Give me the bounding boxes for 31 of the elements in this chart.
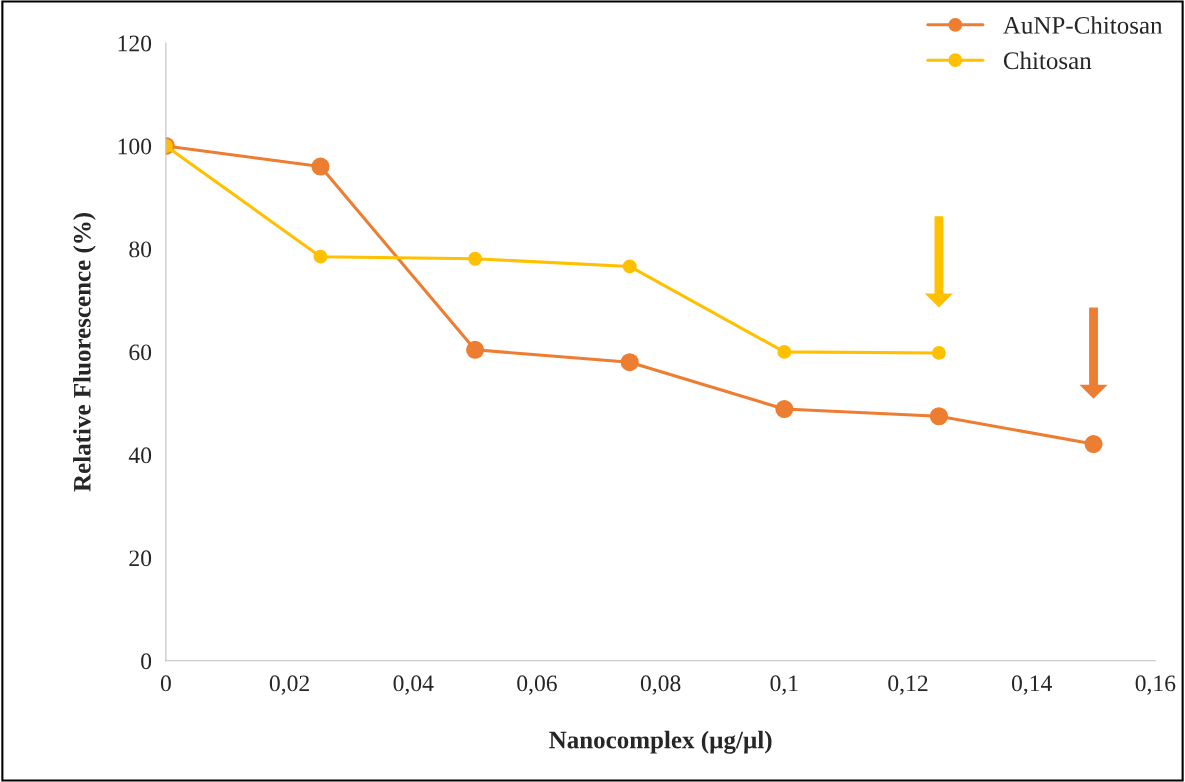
- point: [622, 259, 637, 274]
- y-tick-label: 80: [129, 241, 152, 258]
- y-axis-title: Relative Fluorescence (%): [73, 213, 96, 492]
- point: [466, 340, 485, 359]
- y-tick-label: 0: [141, 653, 152, 670]
- y-tick-label: 100: [118, 138, 152, 155]
- y-tick-label: 60: [129, 344, 152, 361]
- y-tick-label: 120: [118, 35, 152, 52]
- x-tick-label: 0,16: [1135, 675, 1176, 695]
- x-tick-label: 0,02: [269, 675, 309, 695]
- legend-label: Chitosan: [1003, 51, 1092, 70]
- point: [775, 400, 794, 419]
- point: [929, 407, 948, 426]
- point: [313, 249, 328, 264]
- point: [1084, 435, 1103, 454]
- x-tick-label: 0,1: [770, 675, 798, 695]
- point: [777, 344, 792, 359]
- y-tick-label: 20: [129, 550, 152, 567]
- x-tick-label: 0,06: [517, 675, 557, 695]
- point: [931, 345, 946, 360]
- x-axis-title: Nanocomplex (µg/µl): [549, 730, 772, 754]
- x-tick-label: 0,12: [888, 675, 928, 695]
- x-tick-label: 0: [160, 675, 171, 692]
- x-tick-label: 0,08: [640, 675, 681, 695]
- x-tick-label: 0,14: [1011, 675, 1052, 695]
- legend-label: AuNP-Chitosan: [1003, 16, 1163, 34]
- point: [468, 251, 483, 266]
- point: [620, 353, 639, 372]
- y-tick-label: 40: [128, 447, 152, 464]
- x-tick-label: 0,04: [393, 675, 434, 695]
- point: [311, 157, 330, 176]
